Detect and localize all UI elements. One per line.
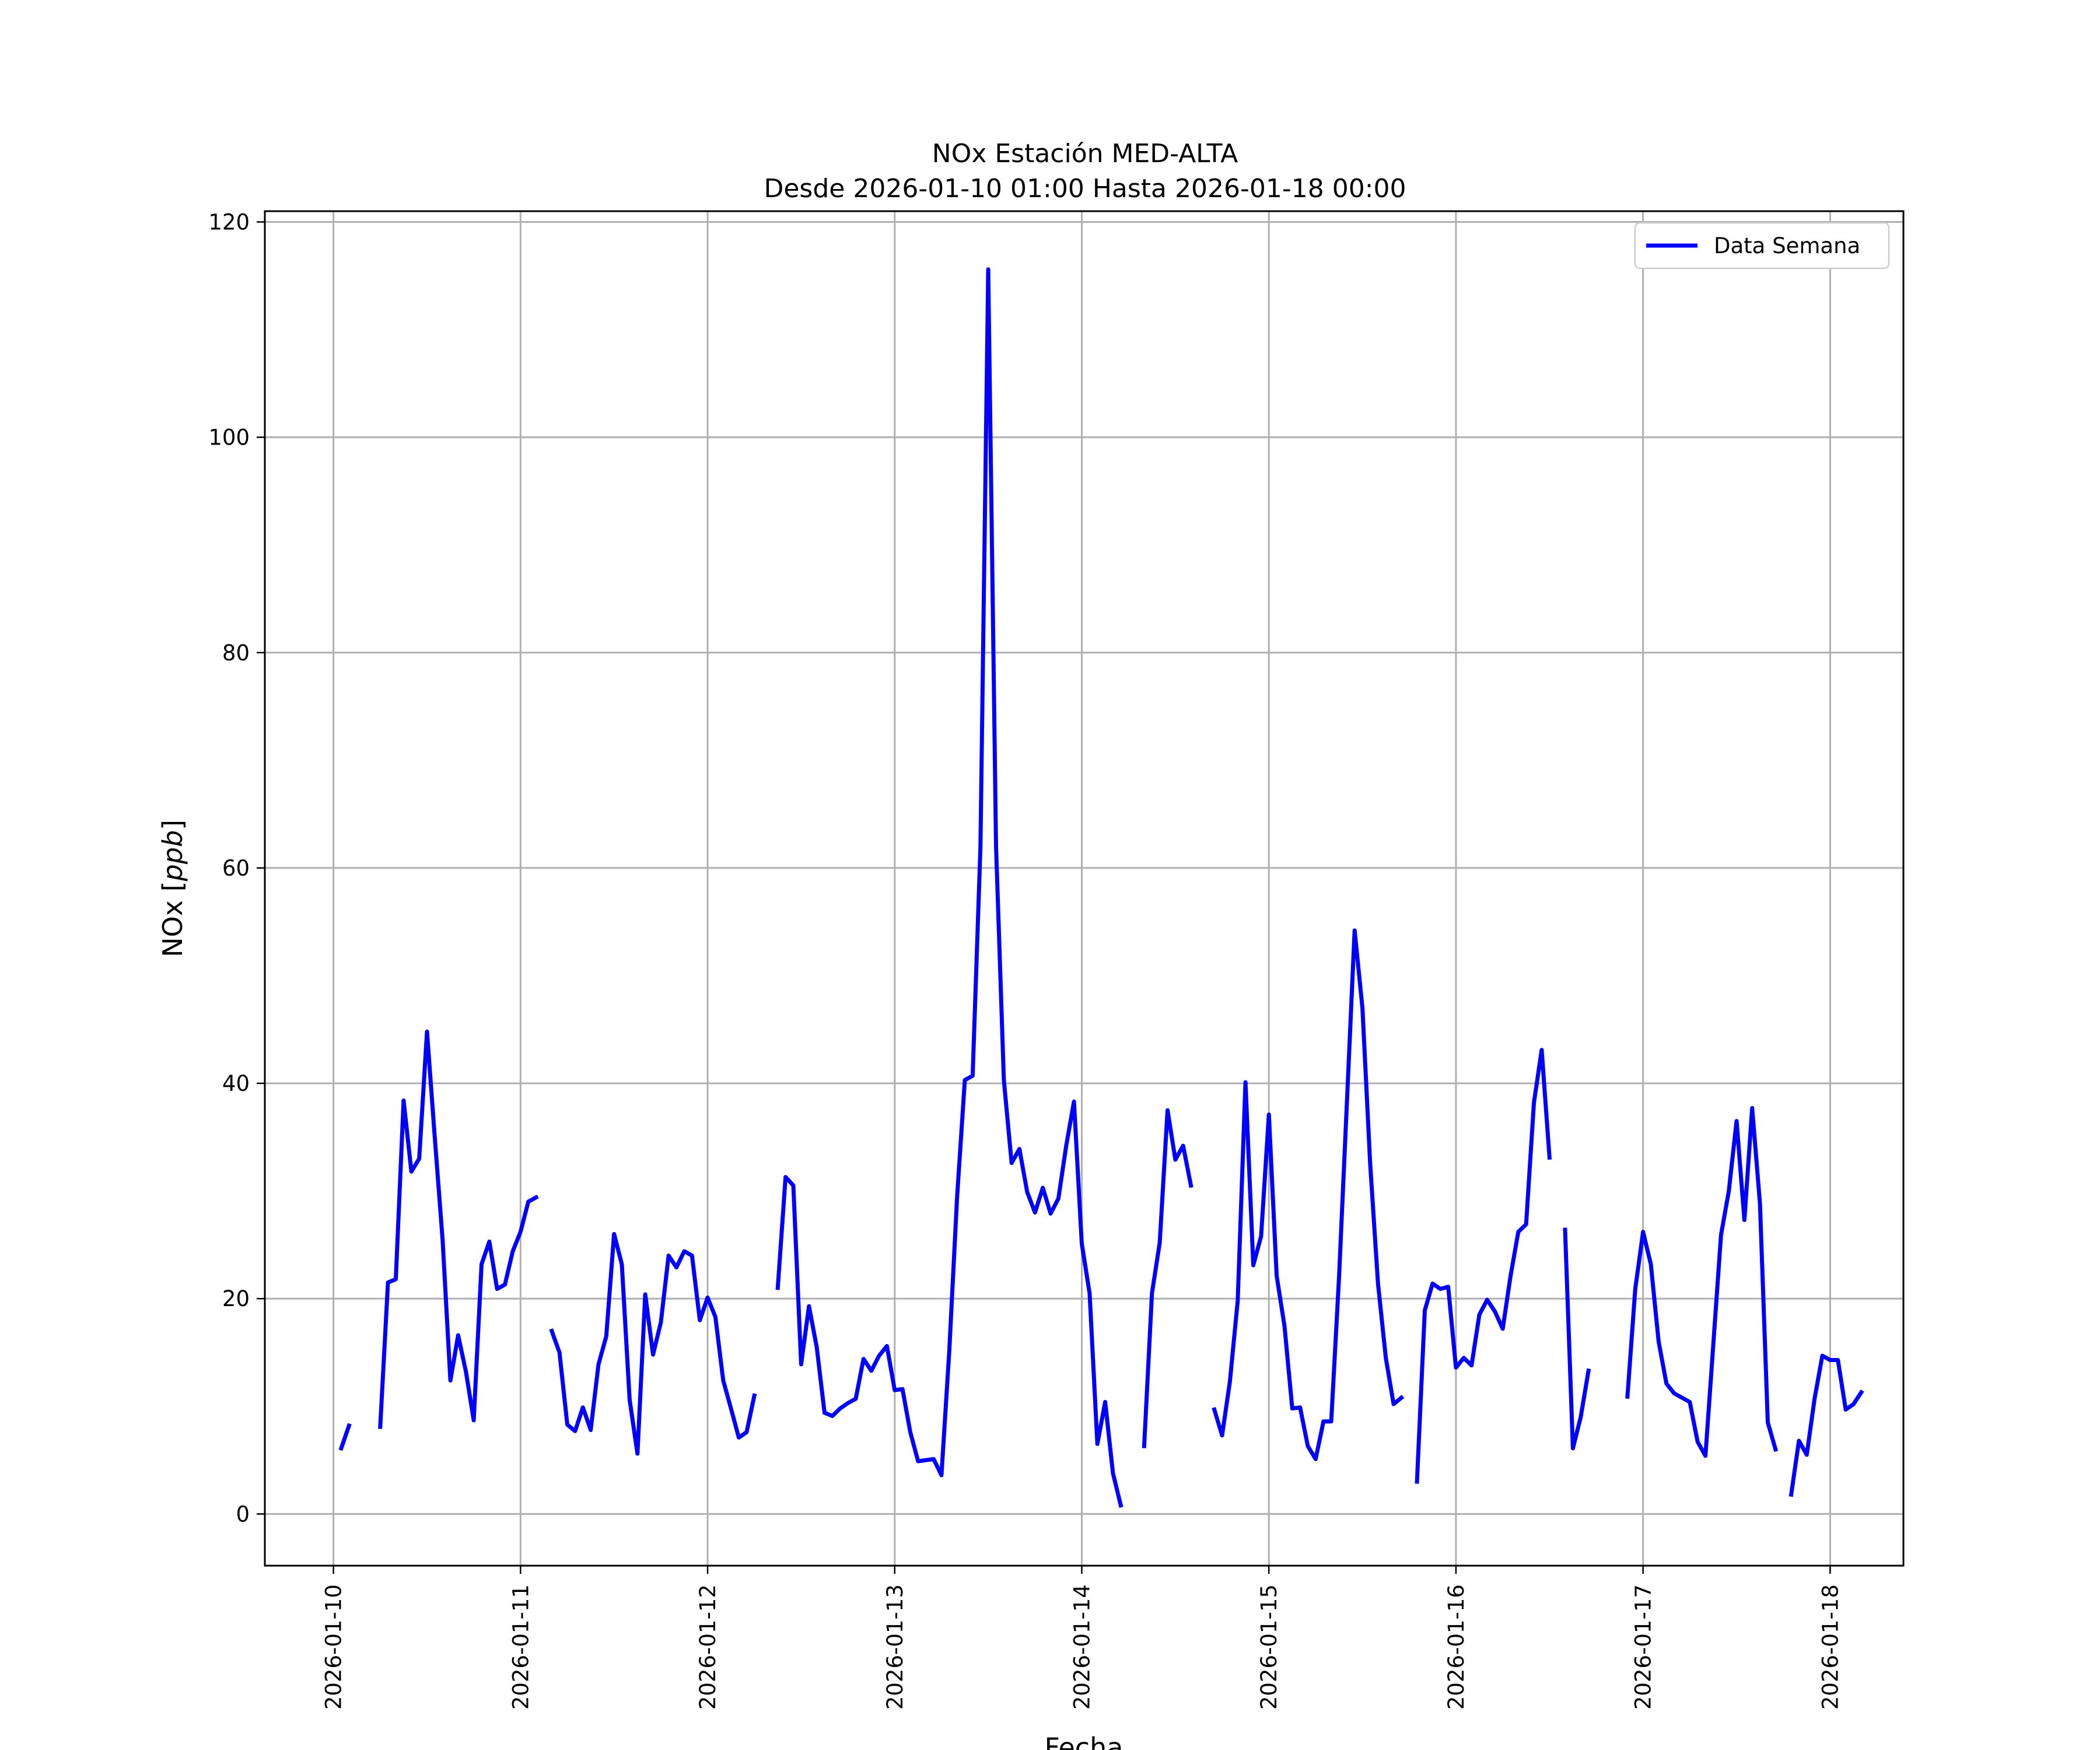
y-axis-label: NOx [ppb] [157, 820, 188, 957]
x-tick-label: 2026-01-18 [1818, 1584, 1843, 1710]
chart-title: NOx Estación MED-ALTA [932, 139, 1238, 169]
series-layer [338, 267, 1864, 1508]
legend-box [1634, 222, 1890, 270]
x-tick-label: 2026-01-14 [1069, 1584, 1094, 1710]
y-tick-label: 100 [208, 425, 250, 450]
x-tick-label: 2026-01-13 [883, 1584, 908, 1710]
plot-area-frame [264, 210, 1905, 1567]
chart-subtitle: Desde 2026-01-10 01:00 Hasta 2026-01-18 … [764, 174, 1406, 204]
legend: Data Semana [1634, 222, 1890, 270]
x-axis-ticks: 2026-01-10 2026-01-11 2026-01-12 2026-01-13… [321, 1566, 1843, 1710]
y-tick-label: 40 [222, 1071, 250, 1096]
x-tick-label: 2026-01-11 [508, 1584, 533, 1710]
y-axis-ticks: 0 20 40 60 80 100 120 [208, 209, 265, 1527]
x-tick-label: 2026-01-12 [695, 1584, 720, 1710]
x-tick-label: 2026-01-16 [1444, 1584, 1469, 1710]
x-tick-label: 2026-01-10 [321, 1584, 346, 1710]
x-tick-label: 2026-01-15 [1256, 1584, 1282, 1710]
y-tick-label: 60 [222, 856, 250, 881]
data-series-line [338, 267, 1864, 1508]
x-tick-label: 2026-01-17 [1631, 1584, 1656, 1710]
grid-lines [265, 211, 1903, 1566]
y-tick-label: 120 [208, 209, 250, 235]
y-tick-label: 0 [236, 1502, 250, 1527]
legend-series-label: Data Semana [1714, 233, 1860, 258]
y-tick-label: 80 [222, 640, 250, 666]
x-axis-label: Fecha [1045, 1732, 1124, 1750]
y-tick-label: 20 [222, 1286, 250, 1311]
